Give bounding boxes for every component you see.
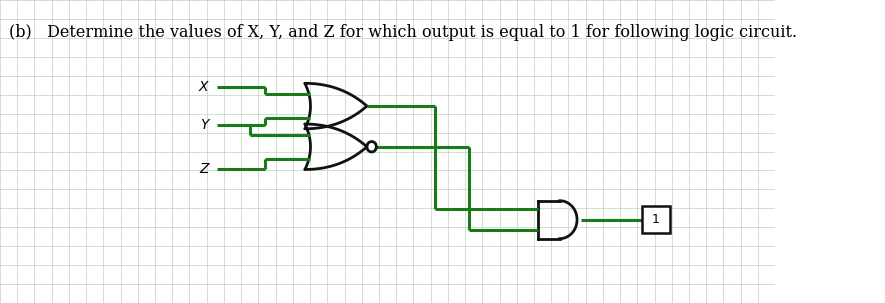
Text: (b)   Determine the values of X, Y, and Z for which output is equal to 1 for fol: (b) Determine the values of X, Y, and Z … — [9, 24, 796, 41]
Text: Y: Y — [200, 118, 209, 132]
FancyBboxPatch shape — [642, 206, 670, 233]
Text: Z: Z — [199, 161, 209, 175]
Text: 1: 1 — [652, 213, 660, 226]
Text: X: X — [199, 80, 209, 94]
